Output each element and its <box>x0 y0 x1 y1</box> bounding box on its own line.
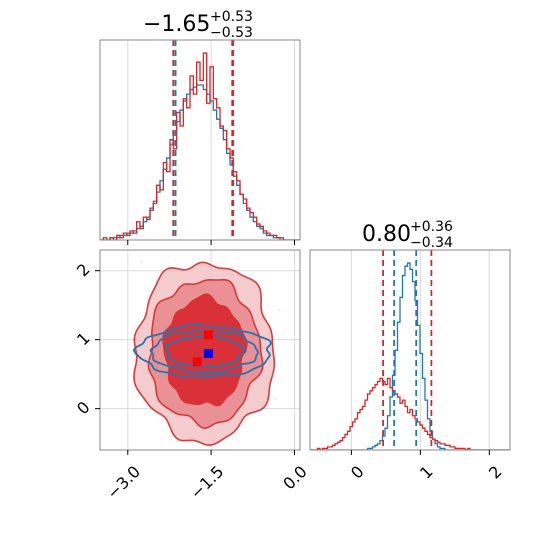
panel-frame <box>99 39 301 241</box>
title-plus-param-2: +0.36 <box>410 219 453 235</box>
scatter-point <box>274 397 277 400</box>
title-plus-param-1: +0.53 <box>210 9 253 25</box>
marginal-histogram-param-2: 0 1 2 0.80 +0.36 −0.34 <box>309 219 511 483</box>
histogram-step-series-1 <box>310 377 510 450</box>
quantile-lines <box>382 250 433 450</box>
y-tick-label-2: 2 <box>73 260 94 281</box>
scatter-point <box>278 309 281 312</box>
truth-markers <box>192 330 213 367</box>
truth-marker-0 <box>203 348 213 358</box>
title-value-param-2: 0.80 <box>362 222 411 247</box>
histogram-series <box>100 52 300 240</box>
scatter-point <box>322 339 324 341</box>
scatter-point <box>262 294 265 296</box>
tick-marks: 0 1 2 <box>347 450 506 483</box>
x-tick-label-1: 1 <box>416 462 437 483</box>
x-tick-label-1: −1.5 <box>187 462 228 503</box>
scatter-point <box>140 260 143 263</box>
title-minus-param-1: −0.53 <box>210 25 253 41</box>
contour-blue-level-2 <box>132 323 272 378</box>
x-tick-label-0: 0 <box>347 462 368 483</box>
title-minus-param-2: −0.34 <box>410 235 453 251</box>
x-tick-label-0: −3.0 <box>103 462 144 503</box>
histogram-step-series-0 <box>310 262 510 450</box>
contour-blue-level-0 <box>164 334 247 368</box>
joint-contour-panel: −3.0 −1.5 0.0 0 1 2 <box>73 249 324 503</box>
panel-frame <box>99 249 301 451</box>
histogram-step-series-1 <box>100 52 300 240</box>
contour-blue-level-1 <box>149 329 259 374</box>
panel-frame <box>309 249 511 451</box>
truth-marker-1 <box>203 330 213 340</box>
truth-marker-2 <box>192 357 202 367</box>
y-tick-label-0: 0 <box>73 398 94 419</box>
y-tick-label-1: 1 <box>73 329 94 350</box>
tick-marks <box>127 240 295 245</box>
grid-lines <box>127 40 295 240</box>
scatter-point <box>145 298 148 300</box>
x-tick-label-2: 2 <box>485 462 506 483</box>
marginal-histogram-param-1: −1.65 +0.53 −0.53 <box>99 9 301 245</box>
x-tick-label-2: 0.0 <box>279 462 310 493</box>
histogram-step-series-0 <box>100 84 300 240</box>
quantile-lines <box>172 40 235 240</box>
title-value-param-1: −1.65 <box>143 12 210 37</box>
histogram-series <box>310 262 510 450</box>
